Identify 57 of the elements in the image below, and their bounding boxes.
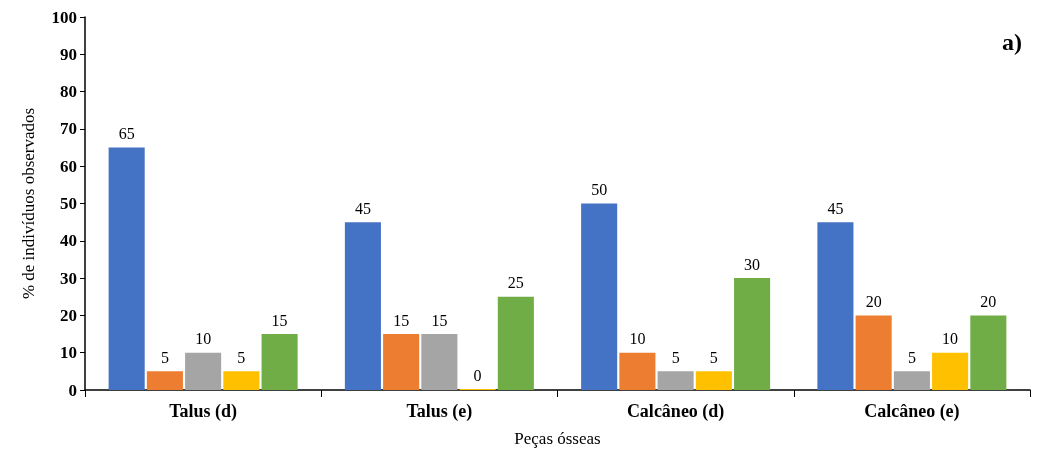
data-label: 10 [629, 330, 646, 348]
data-label: 50 [591, 181, 608, 198]
bar [261, 334, 298, 390]
data-label: 5 [709, 348, 718, 366]
bar [108, 147, 145, 390]
y-tick-label: 80 [60, 82, 77, 102]
bar [734, 278, 771, 390]
data-label: 15 [431, 311, 448, 329]
y-axis-title: % de indivíduos observados [19, 107, 38, 300]
x-axis-title: Peças ósseas [514, 429, 601, 448]
bar [344, 222, 381, 390]
x-tick-label: Talus (e) [406, 401, 473, 422]
bar [223, 371, 260, 390]
data-label: 0 [473, 366, 482, 384]
data-label: 20 [980, 292, 997, 310]
data-label: 10 [195, 330, 212, 348]
bar [932, 352, 969, 390]
bar [146, 371, 183, 390]
y-tick-label: 70 [60, 119, 77, 139]
bar [185, 352, 222, 390]
data-label: 45 [827, 199, 844, 217]
y-tick-label: 10 [60, 343, 77, 363]
bar [817, 222, 854, 390]
annotation: a) [1002, 29, 1023, 55]
bar [383, 334, 420, 390]
bar [695, 371, 732, 390]
y-tick-label: 100 [51, 7, 77, 27]
bar [497, 296, 534, 390]
y-tick-label: 30 [60, 268, 77, 288]
y-tick-label: 40 [60, 231, 77, 251]
data-label: 25 [507, 274, 524, 292]
x-tick-label: Talus (d) [169, 401, 238, 422]
data-label: 5 [671, 348, 680, 366]
data-label: 20 [865, 292, 882, 310]
bar [421, 334, 458, 390]
data-label: 45 [354, 199, 371, 217]
y-tick-label: 90 [60, 44, 77, 64]
y-tick-label: 50 [60, 194, 77, 213]
bar [893, 371, 930, 390]
data-label: 15 [393, 311, 410, 329]
bar [619, 352, 656, 390]
bar [855, 315, 892, 390]
data-label: 15 [271, 311, 288, 329]
data-label: 5 [907, 348, 916, 366]
data-label: 65 [118, 125, 135, 143]
bar [970, 315, 1007, 390]
y-tick-label: 0 [68, 380, 77, 400]
y-tick-label: 20 [60, 305, 77, 325]
data-label: 5 [237, 348, 246, 366]
bar [657, 371, 694, 390]
y-tick-label: 60 [60, 156, 77, 176]
data-label: 30 [744, 255, 761, 273]
x-tick-label: Calcâneo (d) [626, 401, 725, 422]
bar [581, 203, 618, 390]
x-tick-label: Calcâneo (e) [864, 401, 960, 422]
data-label: 10 [942, 330, 959, 348]
data-label: 5 [160, 348, 169, 366]
